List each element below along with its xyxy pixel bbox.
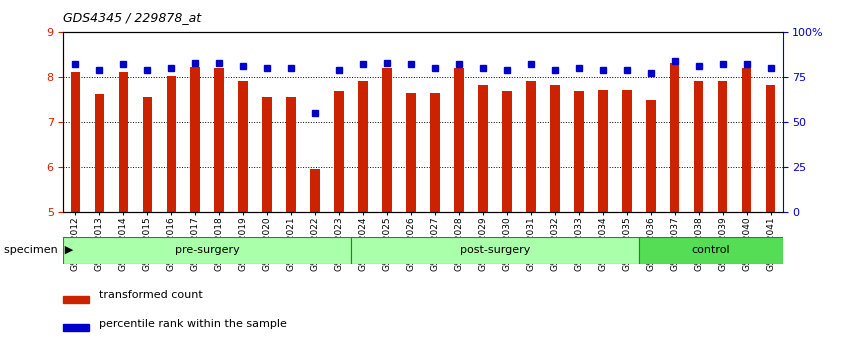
Bar xyxy=(622,90,631,212)
Bar xyxy=(430,93,440,212)
Bar xyxy=(167,76,176,212)
Bar xyxy=(694,81,703,212)
Bar xyxy=(190,67,200,212)
Bar xyxy=(63,296,89,303)
Bar xyxy=(598,90,607,212)
Bar xyxy=(478,85,487,212)
Bar xyxy=(639,237,783,264)
Bar xyxy=(70,72,80,212)
Bar xyxy=(63,324,89,331)
Bar xyxy=(742,68,751,212)
Bar xyxy=(95,94,104,212)
Bar xyxy=(670,63,679,212)
Text: post-surgery: post-surgery xyxy=(459,245,530,256)
Bar xyxy=(526,81,536,212)
Bar xyxy=(351,237,639,264)
Bar xyxy=(454,68,464,212)
Text: GDS4345 / 229878_at: GDS4345 / 229878_at xyxy=(63,11,201,24)
Bar xyxy=(358,81,368,212)
Text: pre-surgery: pre-surgery xyxy=(175,245,239,256)
Bar xyxy=(63,237,351,264)
Text: percentile rank within the sample: percentile rank within the sample xyxy=(99,319,288,329)
Bar xyxy=(334,91,343,212)
Bar xyxy=(406,93,415,212)
Bar xyxy=(239,81,248,212)
Bar xyxy=(550,85,559,212)
Bar xyxy=(262,97,272,212)
Bar xyxy=(214,68,224,212)
Bar xyxy=(645,99,656,212)
Bar xyxy=(766,85,775,212)
Bar xyxy=(717,81,728,212)
Text: transformed count: transformed count xyxy=(99,290,203,300)
Bar xyxy=(574,91,584,212)
Text: specimen  ▶: specimen ▶ xyxy=(4,245,74,256)
Text: control: control xyxy=(691,245,730,256)
Bar xyxy=(502,91,512,212)
Bar xyxy=(142,97,152,212)
Bar xyxy=(382,68,392,212)
Bar xyxy=(118,72,128,212)
Bar xyxy=(310,169,320,212)
Bar xyxy=(286,97,296,212)
